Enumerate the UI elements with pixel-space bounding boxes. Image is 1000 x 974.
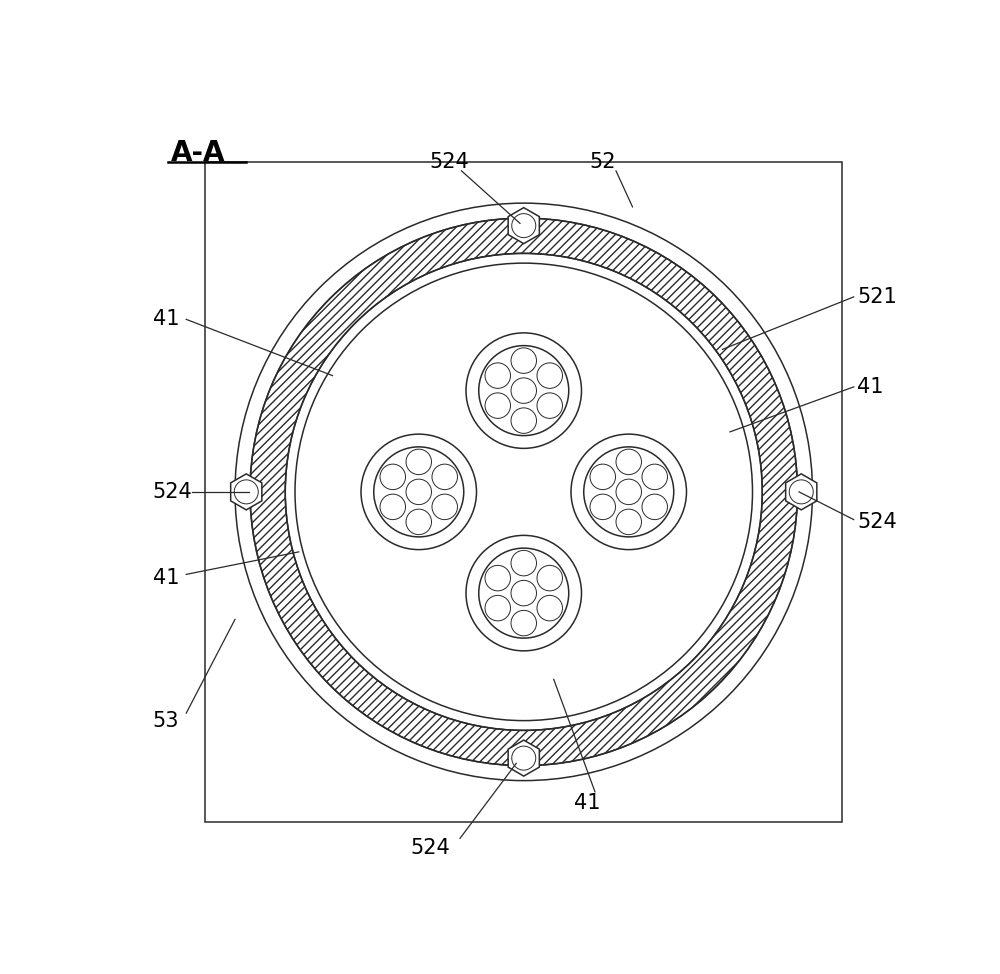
Circle shape: [512, 746, 536, 770]
Circle shape: [485, 595, 511, 620]
Polygon shape: [786, 474, 817, 509]
Circle shape: [406, 449, 432, 474]
Circle shape: [642, 494, 667, 519]
Circle shape: [406, 509, 432, 535]
Polygon shape: [508, 207, 539, 244]
Circle shape: [406, 479, 432, 505]
Circle shape: [485, 565, 511, 591]
Circle shape: [511, 581, 536, 606]
Circle shape: [584, 447, 674, 537]
Circle shape: [485, 363, 511, 389]
Circle shape: [616, 509, 641, 535]
Text: 524: 524: [429, 152, 469, 171]
Circle shape: [511, 408, 536, 433]
Text: 41: 41: [153, 310, 179, 329]
Circle shape: [537, 565, 562, 591]
Circle shape: [511, 550, 536, 576]
Circle shape: [361, 434, 477, 549]
Circle shape: [374, 447, 464, 537]
Polygon shape: [231, 474, 262, 509]
Text: 524: 524: [410, 838, 450, 858]
Circle shape: [537, 393, 562, 419]
Text: 524: 524: [153, 482, 192, 502]
Circle shape: [616, 449, 641, 474]
Text: 524: 524: [857, 512, 897, 532]
Bar: [205, 162, 842, 822]
Circle shape: [590, 494, 616, 519]
Text: 53: 53: [153, 711, 179, 730]
Circle shape: [571, 434, 686, 549]
Circle shape: [511, 611, 536, 636]
Circle shape: [485, 393, 511, 419]
Circle shape: [537, 363, 562, 389]
Text: 52: 52: [589, 152, 616, 171]
Text: A-A: A-A: [171, 139, 226, 168]
Text: 41: 41: [153, 568, 179, 588]
Text: 41: 41: [857, 377, 884, 396]
Circle shape: [295, 263, 752, 721]
Circle shape: [590, 465, 616, 490]
Circle shape: [537, 595, 562, 620]
Circle shape: [789, 480, 813, 504]
Circle shape: [642, 465, 667, 490]
Circle shape: [512, 213, 536, 238]
Text: 521: 521: [857, 287, 897, 307]
Circle shape: [511, 348, 536, 373]
Circle shape: [432, 494, 457, 519]
Polygon shape: [508, 740, 539, 776]
Circle shape: [616, 479, 641, 505]
Circle shape: [235, 204, 812, 780]
Circle shape: [380, 494, 406, 519]
Circle shape: [511, 378, 536, 403]
Text: 41: 41: [574, 793, 601, 813]
Circle shape: [466, 333, 581, 448]
Circle shape: [479, 548, 569, 638]
Circle shape: [479, 346, 569, 435]
Circle shape: [432, 465, 457, 490]
Circle shape: [466, 536, 581, 651]
Circle shape: [234, 480, 258, 504]
Circle shape: [380, 465, 406, 490]
